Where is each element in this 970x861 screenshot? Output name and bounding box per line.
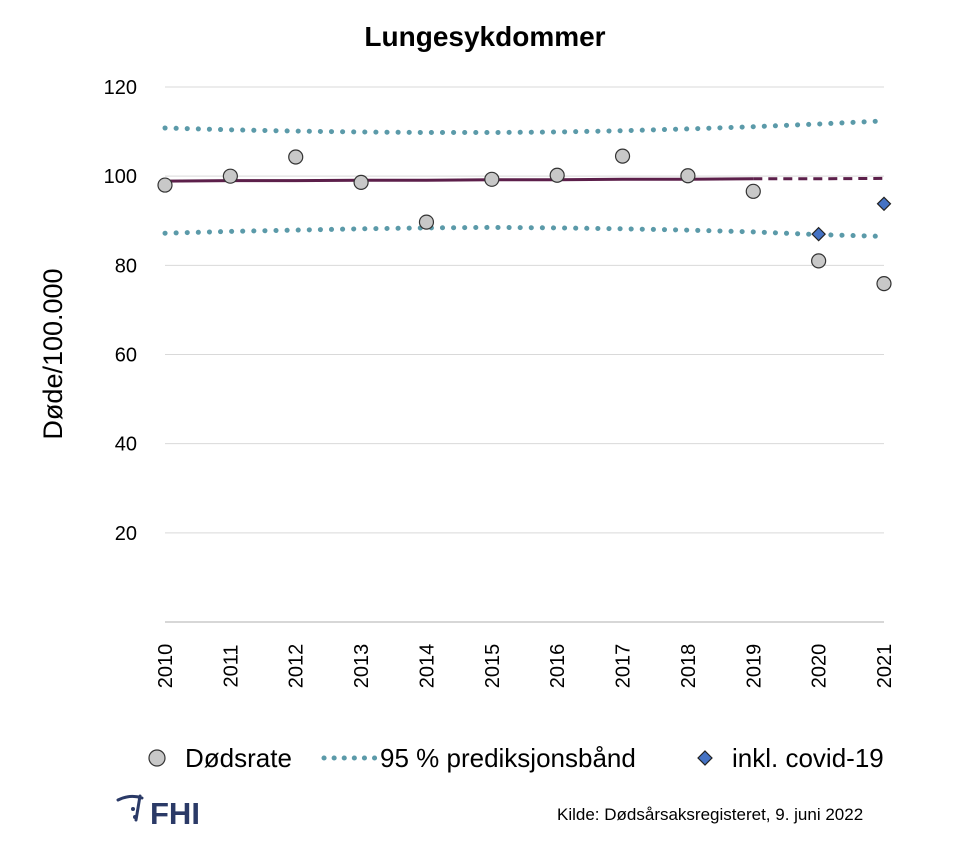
- x-tick-label: 2014: [416, 644, 438, 689]
- dodsrate-point: [614, 148, 631, 164]
- x-tick-label: 2018: [678, 644, 700, 689]
- dodsrate-point: [811, 253, 827, 269]
- y-axis-label: Døde/100.000: [38, 268, 68, 439]
- chart-title: Lungesykdommer: [364, 21, 605, 52]
- y-tick-label: 40: [115, 434, 137, 456]
- legend-circle-marker: [148, 749, 166, 767]
- logo-dot-icon: [133, 815, 137, 819]
- prediction-band-lower: [162, 224, 887, 239]
- legend-diamond-marker: [697, 750, 713, 766]
- x-tick-label: 2010: [155, 644, 177, 689]
- dodsrate-point: [222, 168, 238, 184]
- x-tick-label: 2017: [613, 644, 635, 689]
- x-tick-label: 2021: [874, 644, 896, 689]
- prediction-band-upper: [162, 118, 887, 135]
- source-note: Kilde: Dødsårsaksregisteret, 9. juni 202…: [557, 805, 864, 824]
- dodsrate-point: [876, 276, 892, 292]
- y-tick-label: 100: [104, 166, 137, 188]
- gridlines: [165, 86, 884, 623]
- x-tick-label: 2013: [351, 644, 373, 689]
- dodsrate-point: [745, 183, 761, 199]
- x-tick-label: 2020: [809, 644, 831, 689]
- legend-label-prediksjonsband: 95 % prediksjonsbånd: [380, 743, 636, 773]
- covid-point: [876, 196, 892, 212]
- x-tick-label: 2019: [743, 644, 765, 689]
- dodsrate-point: [353, 174, 369, 191]
- x-tick-label: 2016: [547, 644, 569, 689]
- logo-text: FHI: [150, 796, 200, 830]
- x-tick-label: 2011: [220, 644, 242, 687]
- dodsrate-point: [680, 168, 696, 184]
- series-lines: [162, 118, 887, 239]
- dodsrate-point: [418, 214, 435, 230]
- legend: Dødsrate 95 % prediksjonsbånd inkl. covi…: [148, 743, 884, 773]
- y-tick-labels: 20 40 60 80 100 120: [104, 77, 137, 545]
- y-tick-label: 80: [115, 255, 137, 277]
- x-tick-label: 2012: [286, 644, 308, 689]
- x-tick-label: 2015: [482, 644, 504, 689]
- trend-line: [164, 177, 754, 183]
- dodsrate-point: [288, 149, 304, 165]
- dodsrate-point: [484, 171, 500, 187]
- y-tick-label: 20: [115, 523, 137, 545]
- dodsrate-point: [549, 167, 565, 183]
- logo-dot-icon: [131, 807, 135, 811]
- fhi-logo: FHI: [116, 794, 200, 830]
- legend-label-covid: inkl. covid-19: [732, 743, 884, 773]
- legend-label-dodsrate: Dødsrate: [185, 743, 292, 773]
- series-points: [157, 148, 892, 292]
- y-tick-label: 60: [115, 345, 137, 367]
- y-tick-label: 120: [104, 77, 137, 99]
- x-tick-labels: 2010 2011 2012 2013 2014 2015 2016 2017 2018 2019…: [155, 644, 896, 689]
- covid-point: [811, 226, 826, 242]
- dodsrate-point: [157, 177, 173, 193]
